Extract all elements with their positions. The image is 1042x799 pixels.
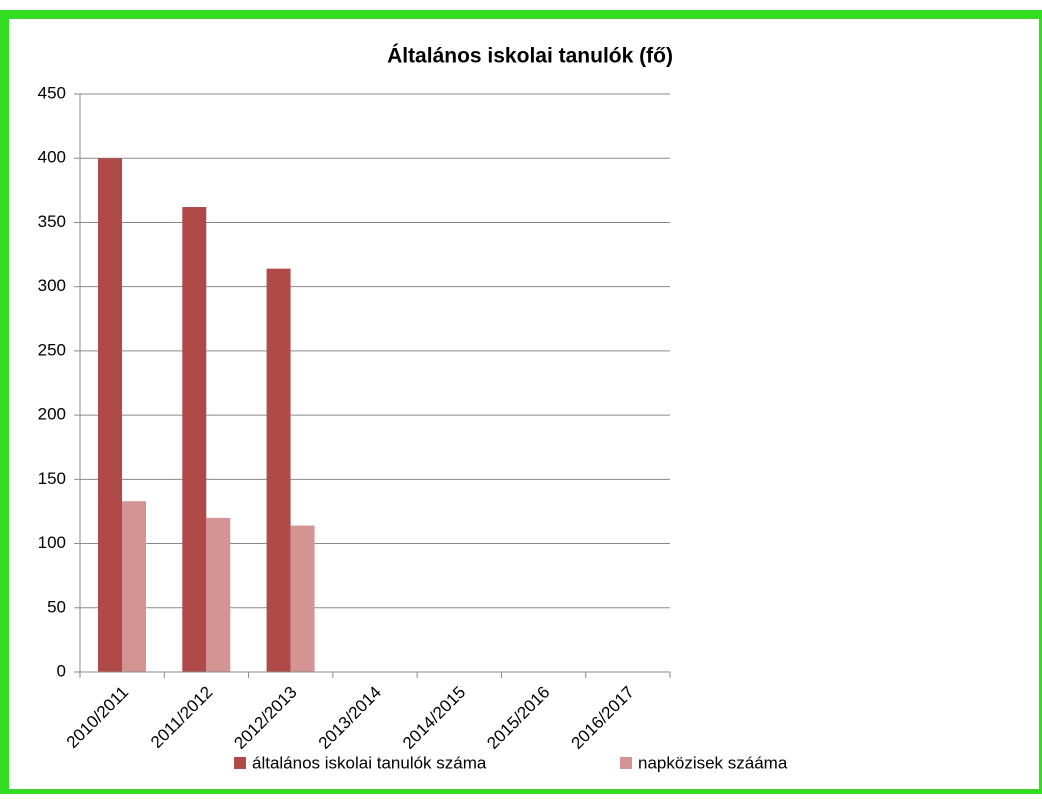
legend-swatch	[234, 757, 246, 769]
y-tick-label: 300	[38, 276, 66, 295]
bar	[98, 158, 122, 672]
legend-label: napközisek szááma	[638, 753, 788, 772]
chart-title: Általános iskolai tanulók (fő)	[387, 45, 673, 68]
y-tick-label: 0	[57, 661, 66, 680]
y-tick-label: 100	[38, 533, 66, 552]
y-tick-label: 400	[38, 148, 66, 167]
y-tick-label: 50	[47, 597, 66, 616]
bar	[122, 501, 146, 672]
y-tick-label: 250	[38, 340, 66, 359]
y-tick-label: 350	[38, 212, 66, 231]
bar	[182, 207, 207, 672]
y-tick-label: 450	[38, 83, 66, 102]
bar	[266, 268, 291, 672]
legend-label: általános iskolai tanulók száma	[252, 753, 487, 772]
chart-area	[9, 19, 1039, 789]
bar	[206, 517, 231, 672]
legend-swatch	[620, 757, 632, 769]
bar	[290, 525, 315, 672]
y-tick-label: 150	[38, 469, 66, 488]
y-tick-label: 200	[38, 405, 66, 424]
